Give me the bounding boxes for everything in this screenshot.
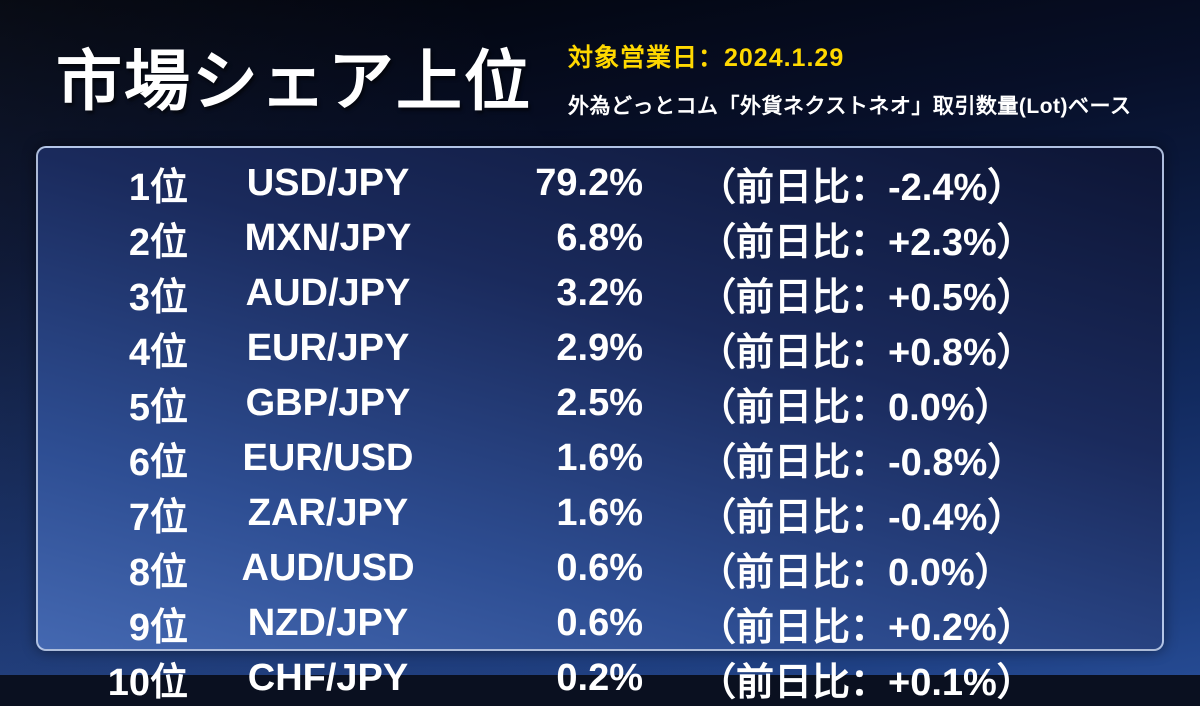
share-table-rows: 1位 USD/JPY 79.2% （前日比：-2.4%） 2位 MXN/JPY 6.8% （前…	[58, 156, 1142, 706]
rank-cell: 8位	[128, 552, 188, 594]
share-cell: 79.2%	[535, 162, 643, 204]
change-cell: （前日比：+2.3%）	[698, 222, 1035, 264]
header-right: 対象営業日：2024.1.29 外為どっとコム「外貨ネクストネオ」取引数量(Lo…	[568, 38, 1131, 120]
rank-cell: 5位	[128, 387, 188, 429]
pair-cell: NZD/JPY	[247, 602, 409, 644]
share-cell: 6.8%	[556, 217, 643, 259]
share-cell: 0.6%	[556, 547, 643, 589]
pair-cell: CHF/JPY	[247, 657, 409, 699]
change-cell: （前日比：+0.5%）	[698, 277, 1035, 319]
share-cell: 0.6%	[556, 602, 643, 644]
pair-cell: AUD/JPY	[245, 272, 411, 314]
share-cell: 0.2%	[556, 657, 643, 699]
rank-cell: 2位	[128, 222, 188, 264]
pair-cell: GBP/JPY	[245, 382, 411, 424]
table-row: 8位 AUD/USD 0.6% （前日比：0.0%）	[58, 541, 1142, 596]
share-cell: 2.9%	[556, 327, 643, 369]
pair-cell: EUR/JPY	[246, 327, 410, 369]
share-cell: 1.6%	[556, 437, 643, 479]
table-row: 10位 CHF/JPY 0.2% （前日比：+0.1%）	[58, 651, 1142, 706]
change-cell: （前日比：-2.4%）	[698, 167, 1026, 209]
rank-cell: 6位	[128, 442, 188, 484]
change-cell: （前日比：0.0%）	[698, 552, 1013, 594]
change-cell: （前日比：-0.8%）	[698, 442, 1026, 484]
share-cell: 2.5%	[556, 382, 643, 424]
table-row: 2位 MXN/JPY 6.8% （前日比：+2.3%）	[58, 211, 1142, 266]
share-cell: 1.6%	[556, 492, 643, 534]
table-row: 9位 NZD/JPY 0.6% （前日比：+0.2%）	[58, 596, 1142, 651]
rank-cell: 7位	[128, 497, 188, 539]
page-title: 市場シェア上位	[56, 44, 532, 118]
change-cell: （前日比：+0.1%）	[698, 662, 1035, 704]
target-date-label: 対象営業日：2024.1.29	[568, 44, 845, 72]
rank-cell: 9位	[128, 607, 188, 649]
pair-cell: EUR/USD	[242, 437, 414, 479]
share-cell: 3.2%	[556, 272, 643, 314]
change-cell: （前日比：+0.8%）	[698, 332, 1035, 374]
data-source-subtitle: 外為どっとコム「外貨ネクストネオ」取引数量(Lot)ベース	[568, 95, 1132, 118]
pair-cell: ZAR/JPY	[247, 492, 409, 534]
table-row: 3位 AUD/JPY 3.2% （前日比：+0.5%）	[58, 266, 1142, 321]
rank-cell: 4位	[128, 332, 188, 374]
table-row: 6位 EUR/USD 1.6% （前日比：-0.8%）	[58, 431, 1142, 486]
pair-cell: MXN/JPY	[244, 217, 412, 259]
header: 市場シェア上位 対象営業日：2024.1.29 外為どっとコム「外貨ネクストネオ…	[0, 0, 1200, 140]
change-cell: （前日比：0.0%）	[698, 387, 1013, 429]
rank-cell: 3位	[128, 277, 188, 319]
rank-cell: 1位	[128, 167, 188, 209]
table-row: 7位 ZAR/JPY 1.6% （前日比：-0.4%）	[58, 486, 1142, 541]
change-cell: （前日比：+0.2%）	[698, 607, 1035, 649]
table-row: 4位 EUR/JPY 2.9% （前日比：+0.8%）	[58, 321, 1142, 376]
table-row: 1位 USD/JPY 79.2% （前日比：-2.4%）	[58, 156, 1142, 211]
pair-cell: USD/JPY	[246, 162, 410, 204]
change-cell: （前日比：-0.4%）	[698, 497, 1026, 539]
share-table-panel: 1位 USD/JPY 79.2% （前日比：-2.4%） 2位 MXN/JPY 6.8% （前…	[36, 146, 1164, 704]
rank-cell: 10位	[107, 662, 188, 704]
pair-cell: AUD/USD	[241, 547, 415, 589]
table-row: 5位 GBP/JPY 2.5% （前日比：0.0%）	[58, 376, 1142, 431]
